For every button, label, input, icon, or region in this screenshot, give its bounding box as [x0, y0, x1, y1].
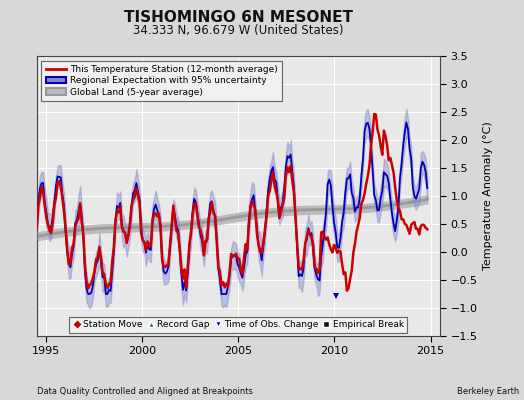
Text: TISHOMINGO 6N MESONET: TISHOMINGO 6N MESONET	[124, 10, 353, 25]
Text: Data Quality Controlled and Aligned at Breakpoints: Data Quality Controlled and Aligned at B…	[37, 387, 253, 396]
Text: Berkeley Earth: Berkeley Earth	[456, 387, 519, 396]
Text: 34.333 N, 96.679 W (United States): 34.333 N, 96.679 W (United States)	[133, 24, 344, 37]
Y-axis label: Temperature Anomaly (°C): Temperature Anomaly (°C)	[483, 122, 493, 270]
Legend: Station Move, Record Gap, Time of Obs. Change, Empirical Break: Station Move, Record Gap, Time of Obs. C…	[69, 317, 408, 333]
